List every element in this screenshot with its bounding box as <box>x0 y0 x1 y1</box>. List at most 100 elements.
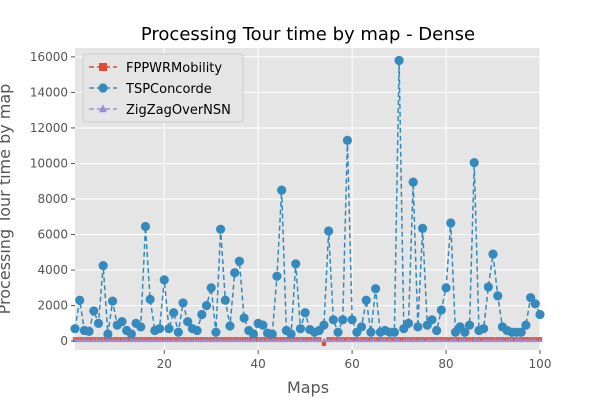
data-point <box>420 337 425 343</box>
data-point <box>394 55 404 66</box>
data-point <box>154 324 165 334</box>
data-point <box>368 337 374 343</box>
y-tick-label: 4000 <box>37 263 68 277</box>
data-point <box>206 283 216 293</box>
x-axis-label: Maps <box>287 378 329 397</box>
data-point <box>532 337 538 343</box>
data-point <box>349 337 355 343</box>
data-point <box>514 337 519 343</box>
data-point <box>359 337 364 343</box>
data-point <box>338 315 348 325</box>
data-point <box>152 337 158 343</box>
legend-marker <box>99 63 107 71</box>
data-point <box>107 296 118 306</box>
x-axis: 20 40 60 80 100 <box>157 350 551 371</box>
data-point <box>373 337 379 343</box>
data-point <box>136 322 146 332</box>
data-point <box>251 337 256 343</box>
data-point <box>424 337 430 343</box>
data-point <box>434 337 440 343</box>
data-point <box>234 256 244 266</box>
data-point <box>356 322 367 332</box>
data-point <box>523 337 529 343</box>
y-tick-label: 0 <box>60 334 68 348</box>
data-point <box>509 337 515 343</box>
data-point <box>504 337 510 343</box>
data-point <box>401 337 407 343</box>
y-axis: 0 2000 4000 6000 8000 10000 12000 14000 16000 <box>30 50 75 348</box>
data-point <box>145 294 155 304</box>
data-point <box>185 337 191 343</box>
data-point <box>279 337 285 343</box>
data-point <box>133 337 139 343</box>
y-tick-label: 2000 <box>37 299 68 313</box>
y-tick-label: 14000 <box>30 85 68 99</box>
x-tick-label: 20 <box>157 357 172 371</box>
data-point <box>389 327 399 337</box>
data-point <box>274 337 280 343</box>
data-point <box>488 249 498 259</box>
y-tick-label: 8000 <box>37 192 68 206</box>
data-point <box>110 337 115 343</box>
data-point <box>453 337 458 343</box>
series-ZigZagOverNSN <box>72 337 543 343</box>
data-point <box>171 337 177 343</box>
data-point <box>269 337 275 343</box>
series-layer <box>70 55 545 346</box>
data-point <box>258 320 268 330</box>
data-point <box>164 324 174 334</box>
data-point <box>103 329 113 339</box>
data-point <box>354 337 360 343</box>
data-point <box>81 337 87 343</box>
data-point <box>481 337 487 343</box>
data-point <box>248 329 259 339</box>
data-point <box>302 337 308 343</box>
y-tick-label: 6000 <box>37 228 68 242</box>
data-point <box>493 291 503 301</box>
data-point <box>366 327 376 337</box>
data-point <box>460 327 470 337</box>
data-point <box>330 337 336 343</box>
data-point <box>443 337 449 343</box>
data-point <box>241 337 247 343</box>
x-tick-label: 60 <box>344 357 359 371</box>
data-point <box>436 305 446 315</box>
data-point <box>91 337 97 343</box>
data-point <box>321 341 327 346</box>
data-point <box>75 295 85 305</box>
data-point <box>518 337 524 343</box>
data-point <box>178 298 188 308</box>
data-point <box>143 337 148 343</box>
data-point <box>528 337 534 343</box>
data-point <box>246 337 252 343</box>
data-point <box>387 337 393 343</box>
legend-marker <box>98 83 108 93</box>
data-point <box>232 337 238 343</box>
y-tick-label: 12000 <box>30 121 68 135</box>
data-point <box>117 316 127 327</box>
data-point <box>119 337 125 343</box>
data-point <box>201 300 212 311</box>
data-point <box>377 337 383 343</box>
data-point <box>319 320 329 330</box>
data-point <box>86 337 92 343</box>
data-point <box>295 324 306 334</box>
data-point <box>100 337 106 343</box>
data-point <box>213 337 219 343</box>
data-point <box>70 324 80 334</box>
data-point <box>194 337 200 343</box>
data-point <box>199 337 205 343</box>
data-point <box>218 337 224 343</box>
data-point <box>427 315 437 325</box>
data-point <box>98 261 108 271</box>
data-point <box>307 337 313 343</box>
data-point <box>157 337 162 343</box>
data-point <box>485 337 491 343</box>
data-point <box>340 337 346 343</box>
data-point <box>197 309 207 320</box>
data-point <box>84 326 94 336</box>
data-point <box>77 337 83 343</box>
data-point <box>347 315 357 325</box>
data-point <box>236 337 242 343</box>
data-point <box>516 327 526 337</box>
